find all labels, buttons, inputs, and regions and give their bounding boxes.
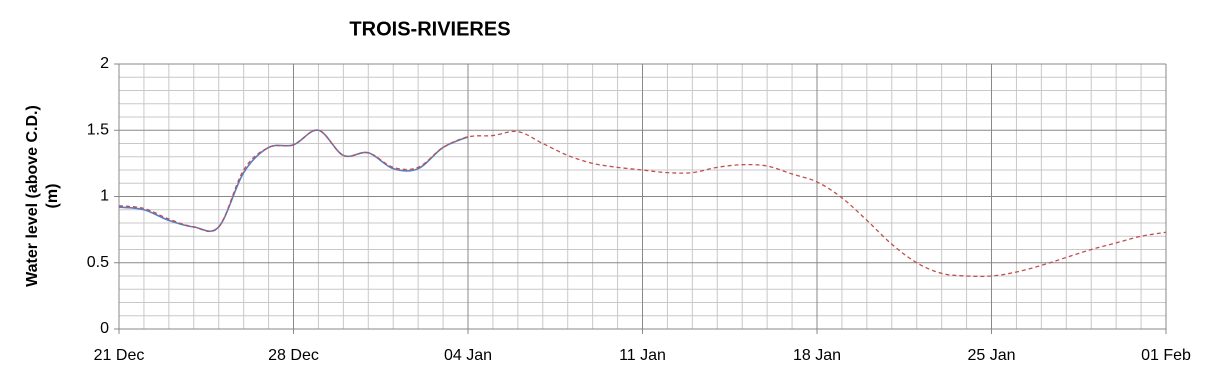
x-tick-label: 04 Jan bbox=[444, 347, 492, 364]
x-tick-label: 18 Jan bbox=[793, 347, 841, 364]
series-line bbox=[118, 129, 1167, 278]
y-tick-label: 2 bbox=[100, 55, 109, 72]
y-tick-label: 1.5 bbox=[87, 121, 109, 138]
y-axis-title-line: Water level (above C.D.) bbox=[24, 105, 41, 287]
x-tick-label: 21 Dec bbox=[94, 347, 145, 364]
y-tick-label: 1 bbox=[100, 188, 109, 205]
chart-title: TROIS-RIVIERES bbox=[349, 18, 510, 40]
y-axis-title-line: (m) bbox=[44, 184, 61, 209]
y-tick-label: 0 bbox=[100, 320, 109, 337]
y-axis-title: Water level (above C.D.) (m) bbox=[24, 105, 61, 287]
y-tick-label: 0.5 bbox=[87, 254, 109, 271]
x-tick-label: 28 Dec bbox=[268, 347, 319, 364]
x-tick-label: 25 Jan bbox=[967, 347, 1015, 364]
x-tick-label: 01 Feb bbox=[1141, 347, 1191, 364]
x-tick-label: 11 Jan bbox=[619, 347, 666, 364]
